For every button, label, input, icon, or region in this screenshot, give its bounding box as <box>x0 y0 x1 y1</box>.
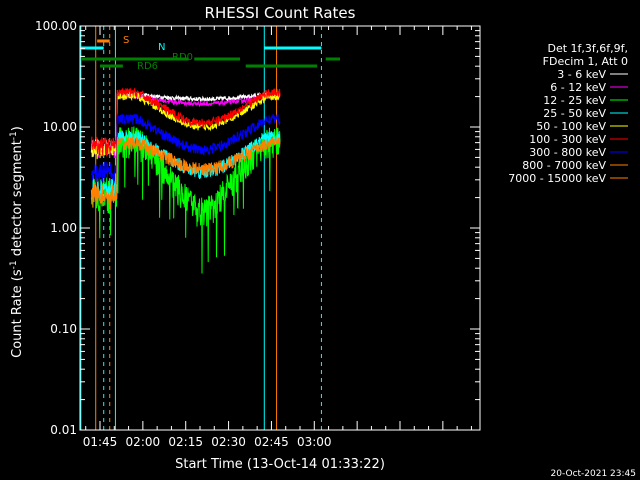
y-axis-label-main: Count Rate (s <box>10 269 25 358</box>
y-axis-label-sup: -1 <box>9 260 19 269</box>
chart-title: RHESSI Count Rates <box>205 4 356 22</box>
legend-entry-2: 12 - 25 keV <box>543 94 606 107</box>
legend-entry-7: 800 - 7000 keV <box>522 159 606 172</box>
series-line-6 <box>90 113 281 184</box>
x-tick-label-3: 02:30 <box>211 435 246 449</box>
x-tick-label-2: 02:15 <box>168 435 203 449</box>
legend-entry-8: 7000 - 15000 keV <box>508 172 606 185</box>
legend-entry-0: 3 - 6 keV <box>557 68 606 81</box>
x-tick-label-0: 01:45 <box>83 435 118 449</box>
y-tick-label-4: 0.01 <box>50 423 77 437</box>
y-tick-label-2: 1.00 <box>50 221 77 235</box>
y-axis-label-sup2: -1 <box>9 131 19 140</box>
legend: Det 1f,3f,6f,9f,FDecim 1, Att 03 - 6 keV… <box>508 42 628 185</box>
x-tick-label-1: 02:00 <box>126 435 161 449</box>
series-line-4 <box>90 92 281 160</box>
axes: 100.00 10.00 1.00 0.10 0.01 01:45 02:00 02:15 02… <box>35 19 481 449</box>
legend-entry-1: 6 - 12 keV <box>550 81 606 94</box>
legend-entry-5: 100 - 300 keV <box>529 133 606 146</box>
legend-entry-3: 25 - 50 keV <box>543 107 606 120</box>
y-tick-label-3: 0.10 <box>50 322 77 336</box>
legend-entry-6: 300 - 800 keV <box>529 146 606 159</box>
annotation-s: S <box>123 35 129 46</box>
y-tick-label-1: 10.00 <box>43 120 77 134</box>
legend-header-1: FDecim 1, Att 0 <box>543 55 628 68</box>
legend-entry-4: 50 - 100 keV <box>536 120 606 133</box>
y-axis-label-rest: detector segment <box>10 140 25 260</box>
annotation-rd0: RD0 <box>172 52 193 63</box>
y-tick-label-0: 100.00 <box>35 19 77 33</box>
series-line-2 <box>90 126 281 274</box>
annotation-rd6: RD6 <box>137 61 158 72</box>
series-line-7 <box>91 135 281 210</box>
x-tick-label-5: 03:00 <box>297 435 332 449</box>
x-axis-label: Start Time (13-Oct-14 01:33:22) <box>175 457 385 472</box>
y-axis-label-end: ) <box>10 126 25 131</box>
series-line-5 <box>90 87 281 157</box>
legend-header-0: Det 1f,3f,6f,9f, <box>547 42 628 55</box>
x-tick-label-4: 02:45 <box>254 435 289 449</box>
y-axis-label: Count Rate (s-1 detector segment-1) <box>9 126 25 358</box>
footer-date: 20-Oct-2021 23:45 <box>551 469 636 479</box>
annotation-n: N <box>158 42 165 53</box>
